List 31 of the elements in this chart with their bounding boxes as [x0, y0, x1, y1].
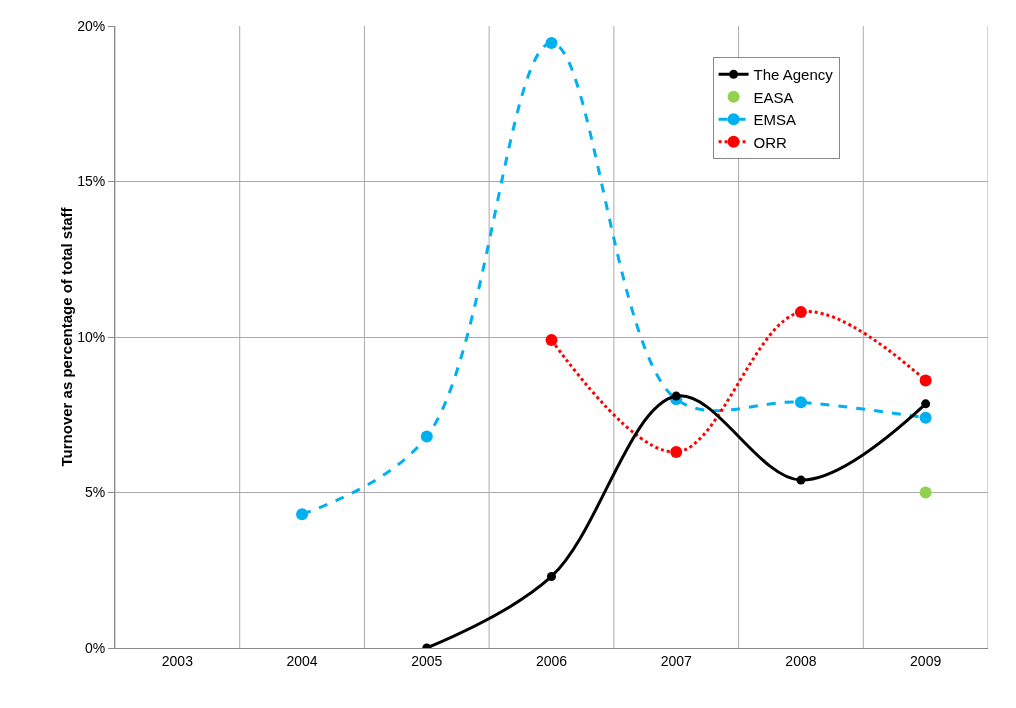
- legend-label: ORR: [753, 133, 788, 151]
- point: [919, 411, 932, 424]
- point: [794, 306, 807, 319]
- x-tick-label: 2007: [660, 652, 692, 669]
- point: [670, 446, 683, 459]
- y-tick-label: 15%: [77, 173, 106, 190]
- x-tick-label: 2006: [535, 652, 568, 669]
- legend-label: EASA: [753, 88, 794, 106]
- point: [671, 391, 681, 401]
- point: [919, 374, 932, 387]
- point: [545, 37, 558, 50]
- x-tick-label: 2008: [785, 652, 817, 669]
- point: [545, 334, 558, 347]
- x-tick-label: 2005: [411, 652, 443, 669]
- legend-label: The Agency: [753, 66, 834, 84]
- x-tick-label: 2003: [161, 652, 194, 669]
- point: [420, 430, 433, 443]
- point: [919, 486, 932, 499]
- legend-label: EMSA: [753, 111, 797, 129]
- point: [796, 475, 806, 485]
- x-tick-label: 2009: [910, 652, 942, 669]
- y-tick-label: 0%: [84, 639, 106, 656]
- point: [547, 571, 556, 581]
- point: [794, 396, 807, 409]
- y-tick-label: 5%: [84, 484, 106, 501]
- point: [921, 399, 931, 409]
- y-tick-label: 10%: [77, 328, 106, 345]
- x-tick-label: 2004: [286, 652, 318, 669]
- y-axis-title: Turnover as percentage of total staff: [58, 206, 76, 467]
- point: [296, 508, 309, 521]
- y-tick-label: 20%: [77, 17, 106, 34]
